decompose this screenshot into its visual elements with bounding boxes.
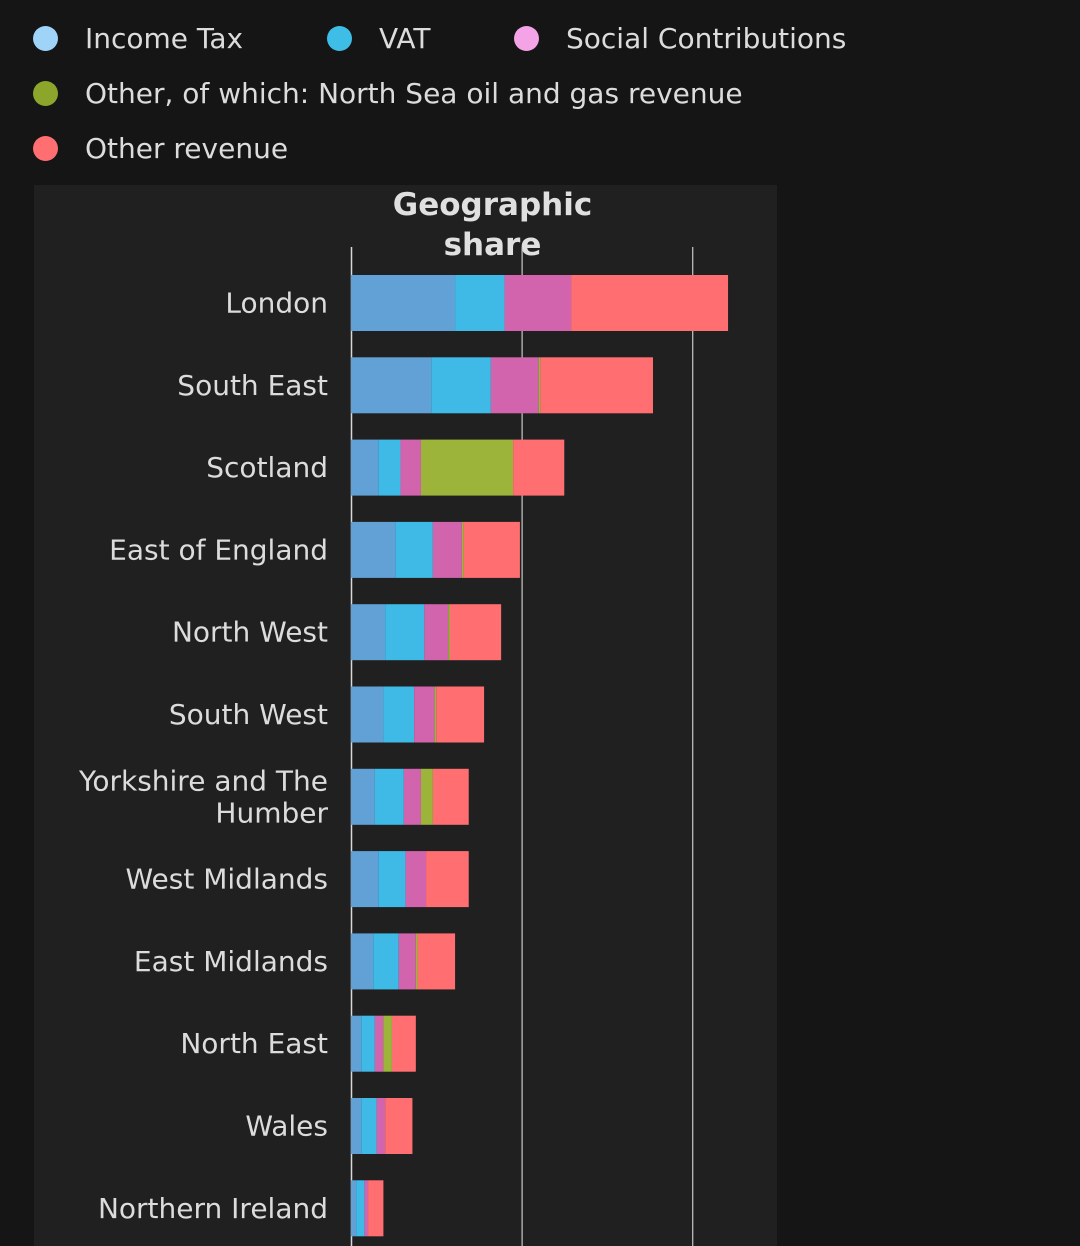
bar-segment[interactable] — [414, 686, 435, 743]
bar-segment[interactable] — [351, 686, 384, 743]
bar-segment[interactable] — [356, 1180, 365, 1237]
legend-label: VAT — [379, 22, 431, 55]
bar-segment[interactable] — [378, 439, 401, 496]
bar-segment[interactable] — [538, 357, 541, 414]
chart-title: Geographic share — [392, 187, 593, 263]
legend-item-vat[interactable]: VAT — [327, 22, 430, 55]
bar-segment[interactable] — [449, 604, 502, 661]
category-label: Humber — [215, 796, 328, 829]
bar-segment[interactable] — [351, 1098, 362, 1154]
bar-chart: London South East Scotland East of England N… — [78, 247, 729, 1246]
bar-segment[interactable] — [385, 604, 425, 661]
bar-segment[interactable] — [400, 439, 421, 496]
category-label: East Midlands — [134, 945, 328, 978]
legend-item-income-tax[interactable]: Income Tax — [33, 22, 243, 55]
legend-label: Social Contributions — [566, 22, 847, 55]
bar-segment[interactable] — [398, 933, 416, 990]
bar-segment[interactable] — [391, 1015, 416, 1072]
category-label: South West — [169, 698, 328, 731]
bar-segment[interactable] — [364, 1180, 369, 1237]
bar-segment[interactable] — [395, 521, 433, 578]
bar-segment[interactable] — [405, 851, 427, 908]
bar-segment[interactable] — [361, 1098, 377, 1154]
bar-segment[interactable] — [424, 604, 449, 661]
bar-segment[interactable] — [351, 768, 375, 825]
bar-segment[interactable] — [461, 521, 464, 578]
bar-segment[interactable] — [351, 851, 379, 908]
bar-segment[interactable] — [504, 275, 572, 331]
bar-segment[interactable] — [455, 275, 505, 331]
legend-item-social-contributions[interactable]: Social Contributions — [514, 22, 846, 55]
bar-segment[interactable] — [351, 275, 456, 331]
bar-segment[interactable] — [463, 521, 520, 578]
legend-item-north-sea-oil[interactable]: Other, of which: North Sea oil and gas r… — [33, 77, 743, 110]
bar-segment[interactable] — [385, 1098, 413, 1154]
category-label: South East — [177, 369, 328, 402]
bar-segment[interactable] — [415, 933, 418, 990]
bar-segment[interactable] — [432, 768, 469, 825]
bar-segment[interactable] — [351, 933, 374, 990]
bar-segment[interactable] — [420, 439, 514, 496]
category-label: North West — [172, 616, 328, 649]
circle-marker-icon — [327, 26, 352, 51]
bar-segment[interactable] — [351, 521, 396, 578]
bar-segment[interactable] — [420, 768, 433, 825]
category-label: North East — [180, 1027, 328, 1060]
category-label: West Midlands — [126, 863, 329, 896]
circle-marker-icon — [514, 26, 539, 51]
bar-segment[interactable] — [351, 604, 386, 661]
bar-segment[interactable] — [490, 357, 539, 414]
bar-segment[interactable] — [374, 1015, 384, 1072]
category-label: Northern Ireland — [98, 1192, 328, 1225]
bar-segment[interactable] — [374, 768, 404, 825]
bar-segment[interactable] — [436, 686, 485, 743]
circle-marker-icon — [33, 136, 58, 161]
bar-segment[interactable] — [448, 604, 450, 661]
bar-segment[interactable] — [571, 275, 729, 331]
bar-segment[interactable] — [403, 768, 421, 825]
chart-legend: Income Tax VAT Social Contributions Othe… — [0, 0, 1080, 180]
bar-segment[interactable] — [383, 1015, 392, 1072]
bar-segment[interactable] — [540, 357, 653, 414]
legend-label: Other revenue — [85, 132, 289, 165]
bar-segment[interactable] — [351, 1015, 362, 1072]
bar-segment[interactable] — [351, 1180, 357, 1237]
legend-item-other-revenue[interactable]: Other revenue — [33, 132, 288, 165]
bar-segment[interactable] — [431, 357, 491, 414]
bar-segment[interactable] — [513, 439, 565, 496]
bar-segment[interactable] — [378, 851, 406, 908]
bar-segment[interactable] — [383, 686, 415, 743]
category-label: Yorkshire and The — [78, 764, 328, 797]
bar-segment[interactable] — [376, 1098, 386, 1154]
bar-segment[interactable] — [434, 686, 437, 743]
category-label: East of England — [109, 533, 328, 566]
bar-segment[interactable] — [373, 933, 399, 990]
bar-segment[interactable] — [361, 1015, 375, 1072]
bar-segment[interactable] — [351, 439, 379, 496]
bar-segment[interactable] — [368, 1180, 384, 1237]
bar-segment[interactable] — [417, 933, 456, 990]
bar-segment[interactable] — [426, 851, 469, 908]
chart-panel: Geographic share London South East Scotlan… — [34, 185, 777, 1246]
bar-segment[interactable] — [432, 521, 462, 578]
legend-label: Other, of which: North Sea oil and gas r… — [85, 77, 743, 110]
bar-segment[interactable] — [351, 357, 432, 414]
category-label: Wales — [245, 1110, 328, 1143]
category-label: London — [225, 287, 328, 320]
circle-marker-icon — [33, 81, 58, 106]
legend-label: Income Tax — [85, 22, 244, 55]
category-label: Scotland — [206, 451, 328, 484]
circle-marker-icon — [33, 26, 58, 51]
